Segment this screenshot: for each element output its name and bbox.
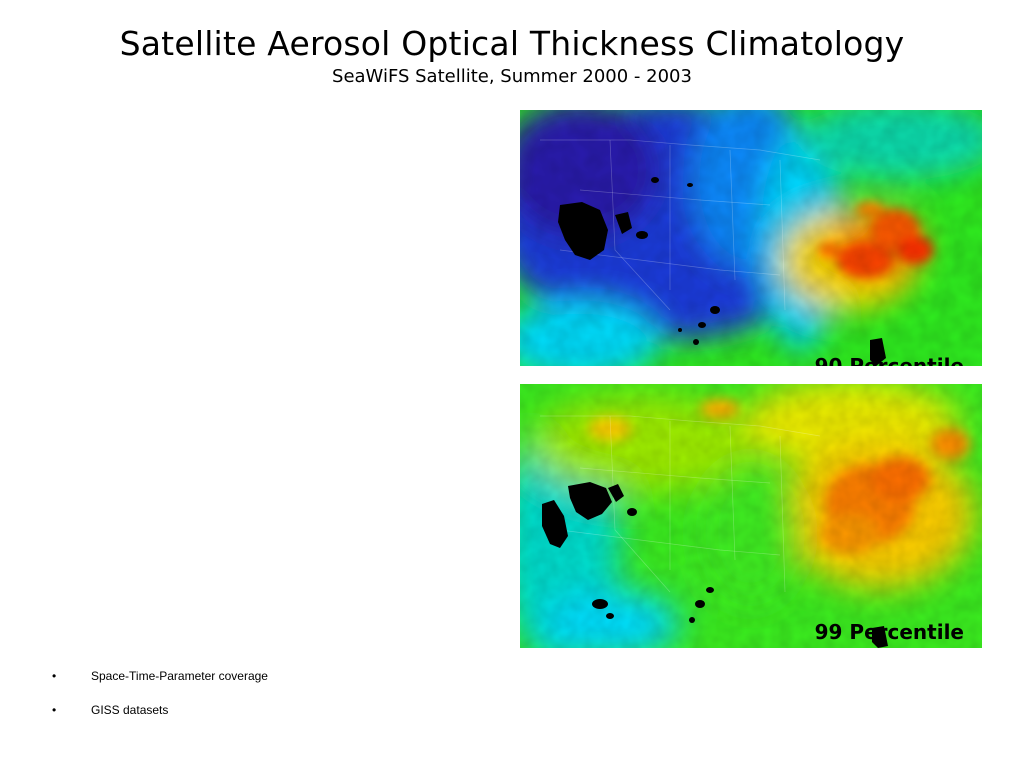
map-label-99-percentile: 99 Percentile	[814, 620, 964, 644]
bullet-marker: •	[52, 669, 57, 683]
aot-map-99-percentile: 99 Percentile	[520, 384, 982, 648]
bullet-text: Space-Time-Parameter coverage	[91, 669, 268, 683]
map-label-90-percentile: 90 Percentile	[814, 354, 964, 366]
bullet-text: GISS datasets	[91, 703, 169, 717]
slide-title: Satellite Aerosol Optical Thickness Clim…	[119, 24, 905, 63]
aot-map-90-percentile: 90 Percentile	[520, 110, 982, 366]
aot-map-99-image	[520, 384, 982, 648]
bullet-marker: •	[52, 703, 57, 717]
slide-subtitle: SeaWiFS Satellite, Summer 2000 - 2003	[332, 66, 692, 87]
aot-map-90-image	[520, 110, 982, 366]
